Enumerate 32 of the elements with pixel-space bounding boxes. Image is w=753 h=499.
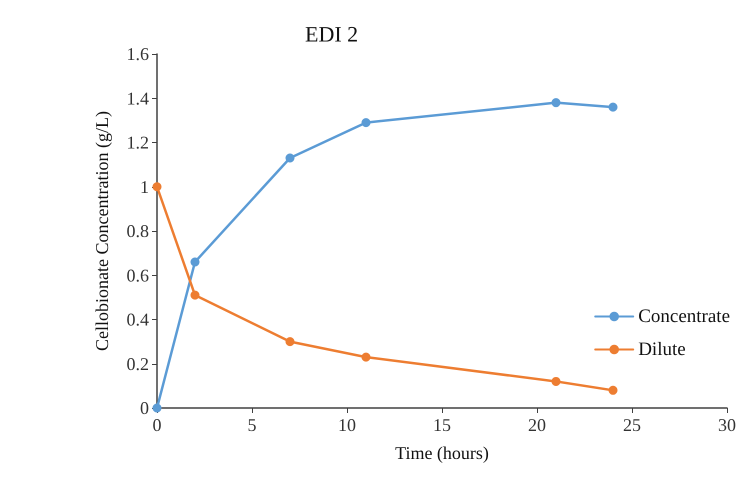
y-tick-label: 0.6 <box>126 265 149 286</box>
point <box>190 290 200 300</box>
point <box>286 153 294 162</box>
y-tick-label: 0.4 <box>126 310 149 330</box>
y-tick-label: 1.2 <box>126 132 149 152</box>
point <box>362 352 370 362</box>
x-tick-label: 0 <box>152 415 162 435</box>
point <box>190 257 200 266</box>
y-tick-label: 1.4 <box>126 88 149 108</box>
x-tick-label: 25 <box>623 415 641 435</box>
point <box>552 98 560 108</box>
x-axis-title: Time (hours) <box>395 443 489 463</box>
x-tick-label: 20 <box>528 415 546 435</box>
y-axis-title: Cellobionate Concentration (g/L) <box>92 111 112 351</box>
point <box>152 182 162 192</box>
y-tick-label: 1 <box>140 176 149 197</box>
legend-label: Concentrate <box>638 306 730 327</box>
point <box>608 102 618 112</box>
point <box>286 337 294 346</box>
point <box>362 118 370 128</box>
y-tick-label: 1.6 <box>126 44 149 64</box>
x-tick-label: 5 <box>248 415 256 435</box>
y-tick-label: 0 <box>140 398 149 418</box>
point <box>552 376 560 386</box>
y-tick-label: 0.8 <box>126 221 149 241</box>
chart-title: EDI 2 <box>305 22 358 46</box>
y-tick-label: 0.2 <box>126 354 149 374</box>
x-tick-label: 30 <box>718 415 736 435</box>
legend-label: Dilute <box>638 339 686 360</box>
x-tick-label: 10 <box>338 415 356 435</box>
point <box>608 386 618 395</box>
x-tick-label: 15 <box>433 415 451 435</box>
